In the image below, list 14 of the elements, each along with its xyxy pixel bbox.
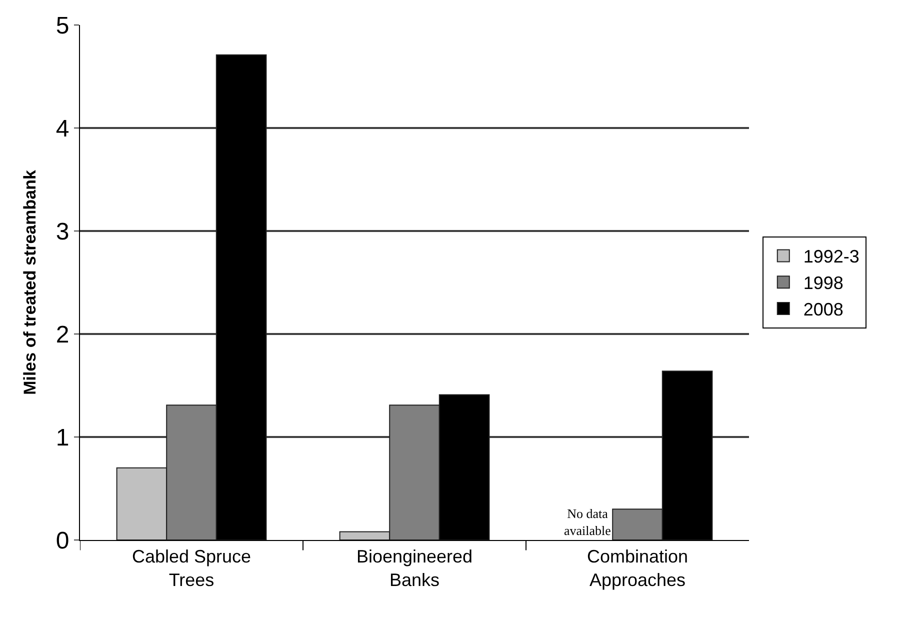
x-tick-label: Combination Approaches [586,546,688,590]
y-tick-label: 2 [56,321,70,348]
y-tick-label: 0 [56,527,70,554]
legend-label: 1992-3 [803,246,860,267]
y-tick-label: 3 [56,218,70,246]
y-tick-label: 5 [56,12,70,40]
x-tick-label: Cabled Spruce Trees [132,546,252,590]
y-tick-label: 1 [56,424,70,452]
y-axis-title: Miles of treated streambank [20,170,40,395]
y-tick-label: 4 [56,115,70,142]
legend-label: 2008 [803,300,844,320]
legend-label: 1998 [803,273,844,294]
x-tick-label: Bioengineered Banks [356,546,473,590]
annotation: No data available [564,506,612,538]
